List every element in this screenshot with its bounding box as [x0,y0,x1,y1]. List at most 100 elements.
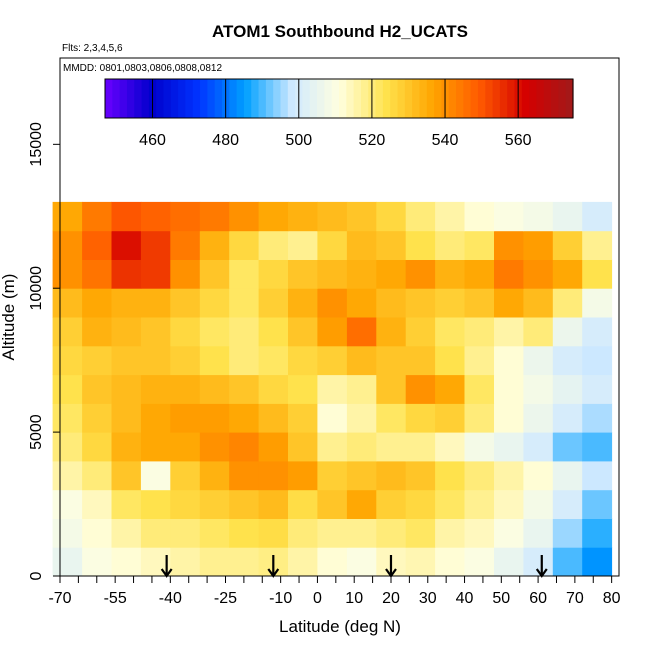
colorbar-swatch [309,79,318,118]
heatmap-cell [582,288,613,318]
heatmap-cell [82,547,112,577]
heatmap-cell [258,288,289,318]
heatmap-cell [82,518,112,548]
heatmap-cell [523,345,554,376]
heatmap-cell [111,374,142,404]
colorbar-swatch [339,79,347,118]
colorbar-swatch [119,79,128,118]
heatmap-cell [376,259,407,289]
heatmap-cell [288,460,318,491]
colorbar-frame [104,78,574,119]
heatmap-cell [582,489,613,519]
heatmap-cell [376,403,407,433]
heatmap-cell [317,432,348,462]
colorbar-swatch [185,79,194,118]
colorbar-swatch [134,79,143,118]
colorbar-swatch [558,79,567,118]
colorbar-swatch [170,79,179,118]
heatmap-cell [111,518,142,548]
heatmap-cell [111,460,142,491]
heatmap-cell [229,432,260,462]
heatmap-cell [52,432,83,462]
heatmap-cell [435,460,465,491]
heatmap-cell [229,460,260,491]
heatmap-cell [229,489,260,519]
heatmap-cell [317,403,348,433]
colorbar-swatch [485,79,494,118]
heatmap-cell [52,230,83,260]
colorbar-swatch [287,79,296,118]
heatmap-cell [464,201,495,232]
heatmap-cell [229,345,260,376]
colorbar-swatch [375,79,384,118]
heatmap-cell [376,345,407,376]
colorbar-swatch [382,79,391,118]
heatmap-cell [317,460,348,491]
heatmap-cell [111,345,142,376]
heatmap-cell [258,403,289,433]
colorbar-swatch [507,79,516,118]
heatmap-cell [376,201,407,232]
heatmap-cell [523,259,554,289]
heatmap-cell [552,432,583,462]
heatmap-cell [582,201,613,232]
heatmap-cell [52,460,83,491]
heatmap-cell [170,547,201,577]
heatmap-cell [288,547,318,577]
colorbar-swatch [251,79,260,118]
heatmap-cell [494,259,524,289]
heatmap-cell [170,345,201,376]
x-tick-label: 40 [456,590,474,607]
heatmap-cell [288,374,318,404]
x-tick-label: 20 [382,590,400,607]
heatmap-cell [464,259,495,289]
heatmap-cell [199,259,230,289]
heatmap-cell [170,518,201,548]
heatmap-cell [552,345,583,376]
heatmap-cell [199,489,230,519]
colorbar-swatch [178,79,187,118]
heatmap-cell [552,374,583,404]
heatmap-cell [494,432,524,462]
heatmap-cell [582,317,613,347]
x-tick-label: 80 [603,590,621,607]
heatmap-cell [140,288,171,318]
heatmap-cell [346,345,377,376]
heatmap-cell [199,518,230,548]
heatmap-cell [82,432,112,462]
heatmap-cell [111,547,142,577]
colorbar-swatch [243,79,252,118]
heatmap-cell [552,518,583,548]
heatmap-cell [552,547,583,577]
heatmap-cell [376,230,407,260]
colorbar-swatch [404,79,413,118]
heatmap-cell [582,547,613,577]
colorbar-swatch [280,79,289,118]
heatmap-cell [288,518,318,548]
heatmap-cell [229,201,260,232]
heatmap-cell [82,489,112,519]
heatmap-cell [317,288,348,318]
heatmap-cell [552,230,583,260]
heatmap-cell [435,432,465,462]
heatmap-cell [258,518,289,548]
heatmap-cell [464,403,495,433]
colorbar-tick-label: 500 [285,132,312,149]
heatmap-cell [523,374,554,404]
heatmap-cell [494,374,524,404]
heatmap-cell [464,547,495,577]
heatmap-cell [435,201,465,232]
colorbar-swatch [536,79,545,118]
heatmap-cell [229,259,260,289]
heatmap-cell [405,460,436,491]
heatmap-cell [435,230,465,260]
heatmap-cell [288,201,318,232]
heatmap-cell [435,345,465,376]
heatmap-cell [258,432,289,462]
heatmap-cell [229,288,260,318]
colorbar-swatch [192,79,201,118]
y-tick-label: 10000 [28,266,45,311]
heatmap-cell [111,259,142,289]
x-tick-label: 50 [492,590,510,607]
y-tick-label: 15000 [28,122,45,167]
